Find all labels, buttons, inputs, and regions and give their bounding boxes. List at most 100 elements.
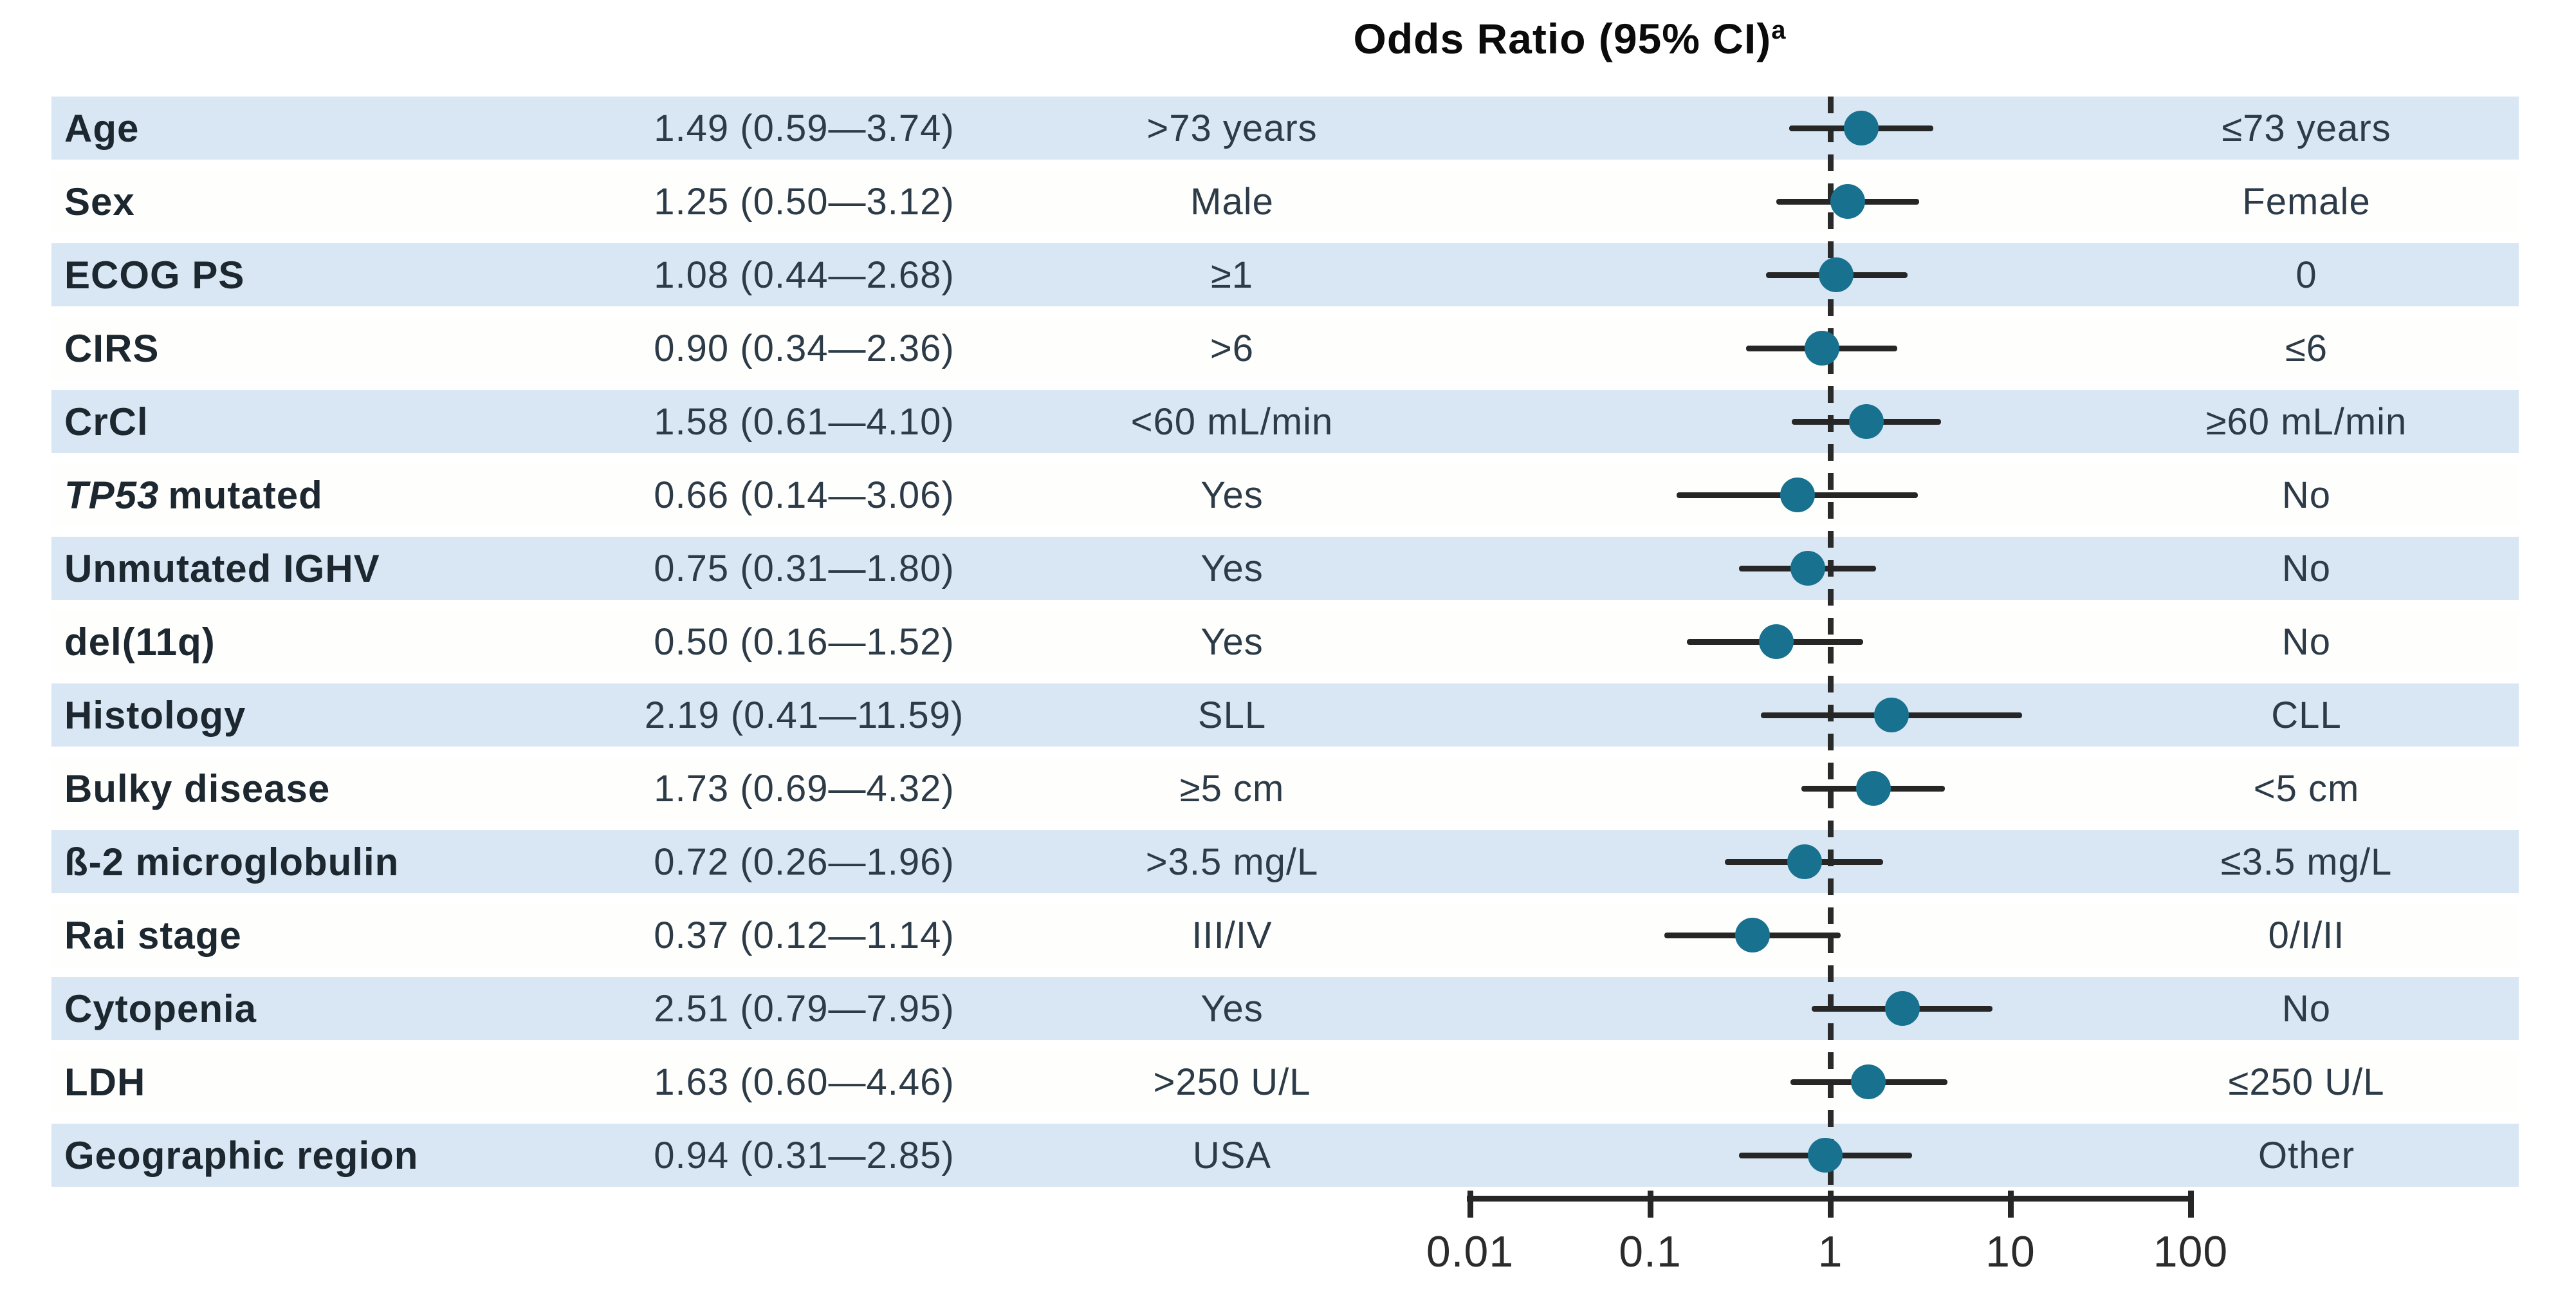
row-group-left-label: USA [1192, 1134, 1272, 1176]
row-group-left-label: >3.5 mg/L [1145, 840, 1319, 883]
x-axis-tick-label: 1 [1817, 1227, 1843, 1276]
row-label: Rai stage [64, 904, 643, 967]
x-axis-tick [1827, 1191, 1834, 1218]
row-label-text: Age [64, 106, 140, 150]
odds-ratio-point-marker [1874, 698, 1909, 732]
row-group-right-label: No [2281, 620, 2332, 663]
row-group-right-label: ≤6 [2285, 327, 2328, 369]
chart-title-footnote-marker: a [1771, 16, 1787, 44]
row-label: Sex [64, 170, 643, 233]
odds-ratio-point-marker [1805, 331, 1840, 366]
row-or-ci-value: 0.66 (0.14—3.06) [654, 474, 955, 516]
row-band [51, 317, 2519, 380]
row-group-right-label: <5 cm [2253, 767, 2360, 810]
row-group-right-label: ≤3.5 mg/L [2220, 840, 2393, 883]
row-label-text: Cytopenia [64, 987, 257, 1030]
row-label-text: Histology [64, 693, 246, 737]
row-band [51, 830, 2519, 893]
odds-ratio-point-marker [1851, 1064, 1886, 1099]
row-label-text: del(11q) [64, 620, 216, 664]
x-axis-tick [1467, 1191, 1473, 1218]
odds-ratio-point-marker [1735, 918, 1771, 952]
row-or-ci-value: 1.08 (0.44—2.68) [654, 254, 955, 296]
chart-title-text: Odds Ratio (95% CI) [1353, 15, 1772, 62]
row-band [51, 683, 2519, 747]
row-or-ci-value: 1.25 (0.50—3.12) [654, 180, 955, 223]
row-or-ci-value: 0.50 (0.16—1.52) [654, 620, 955, 663]
odds-ratio-point-marker [1808, 1138, 1843, 1173]
row-band [51, 1124, 2519, 1187]
row-group-left-label: >73 years [1146, 107, 1318, 149]
row-label: ß-2 microglobulin [64, 830, 643, 893]
row-label-text: CIRS [64, 326, 160, 370]
row-label: ECOG PS [64, 243, 643, 306]
row-or-ci-value: 1.63 (0.60—4.46) [654, 1061, 955, 1103]
row-group-right-label: No [2281, 547, 2332, 590]
row-group-left-label: Yes [1201, 987, 1264, 1030]
odds-ratio-point-marker [1830, 184, 1866, 219]
row-group-right-label: CLL [2271, 694, 2342, 736]
row-or-ci-value: 0.72 (0.26—1.96) [654, 840, 955, 883]
row-group-right-label: No [2281, 474, 2332, 516]
row-band [51, 463, 2519, 526]
row-band [51, 170, 2519, 233]
row-band [51, 243, 2519, 306]
row-group-left-label: >250 U/L [1153, 1061, 1311, 1103]
row-label-text: CrCl [64, 400, 149, 443]
row-label-text: Bulky disease [64, 766, 331, 810]
row-label-text: LDH [64, 1060, 146, 1104]
reference-line-or-1 [1827, 97, 1834, 1196]
row-label: Unmutated IGHV [64, 537, 643, 600]
row-label-text: ß-2 microglobulin [64, 840, 400, 884]
row-or-ci-value: 1.49 (0.59—3.74) [654, 107, 955, 149]
row-or-ci-value: 2.19 (0.41—11.59) [644, 694, 964, 736]
row-label: Histology [64, 683, 643, 747]
x-axis-tick [2187, 1191, 2194, 1218]
x-axis-tick [1647, 1191, 1653, 1218]
odds-ratio-point-marker [1844, 111, 1879, 145]
row-group-left-label: SLL [1197, 694, 1267, 736]
odds-ratio-point-marker [1884, 991, 1920, 1026]
chart-title: Odds Ratio (95% CI)a [1055, 14, 2084, 63]
row-or-ci-value: 1.58 (0.61—4.10) [654, 400, 955, 443]
odds-ratio-point-marker [1780, 478, 1816, 512]
row-band [51, 977, 2519, 1040]
row-label-text: ECOG PS [64, 253, 245, 297]
x-axis-tick [2007, 1191, 2014, 1218]
odds-ratio-point-marker [1787, 844, 1823, 879]
row-label-text: mutated [168, 473, 323, 517]
row-label: CIRS [64, 317, 643, 380]
row-label-italic-gene: TP53 [64, 473, 160, 517]
row-group-left-label: Yes [1201, 474, 1264, 516]
row-label: Bulky disease [64, 757, 643, 820]
row-label: TP53 mutated [64, 463, 643, 526]
row-band [51, 537, 2519, 600]
row-group-left-label: ≥1 [1210, 254, 1254, 296]
row-band [51, 390, 2519, 453]
row-band [51, 757, 2519, 820]
row-label: Age [64, 97, 643, 160]
row-band [51, 97, 2519, 160]
row-group-right-label: Female [2242, 180, 2371, 223]
row-group-left-label: Male [1190, 180, 1274, 223]
row-group-left-label: Yes [1201, 547, 1264, 590]
row-group-left-label: Yes [1201, 620, 1264, 663]
row-group-right-label: No [2281, 987, 2332, 1030]
row-or-ci-value: 0.37 (0.12—1.14) [654, 914, 955, 956]
row-group-left-label: III/IV [1191, 914, 1273, 956]
x-axis-tick-label: 10 [1985, 1227, 2036, 1276]
row-label: CrCl [64, 390, 643, 453]
row-label-text: Geographic region [64, 1133, 419, 1177]
odds-ratio-point-marker [1819, 257, 1854, 292]
x-axis-tick-label: 0.1 [1619, 1227, 1682, 1276]
row-label-text: Rai stage [64, 913, 242, 957]
row-or-ci-value: 2.51 (0.79—7.95) [654, 987, 955, 1030]
row-label-text: Unmutated IGHV [64, 546, 380, 590]
row-or-ci-value: 0.94 (0.31—2.85) [654, 1134, 955, 1176]
row-label: LDH [64, 1050, 643, 1113]
odds-ratio-point-marker [1758, 624, 1794, 659]
row-label: del(11q) [64, 610, 643, 673]
row-group-right-label: ≥60 mL/min [2205, 400, 2407, 443]
row-or-ci-value: 0.75 (0.31—1.80) [654, 547, 955, 590]
